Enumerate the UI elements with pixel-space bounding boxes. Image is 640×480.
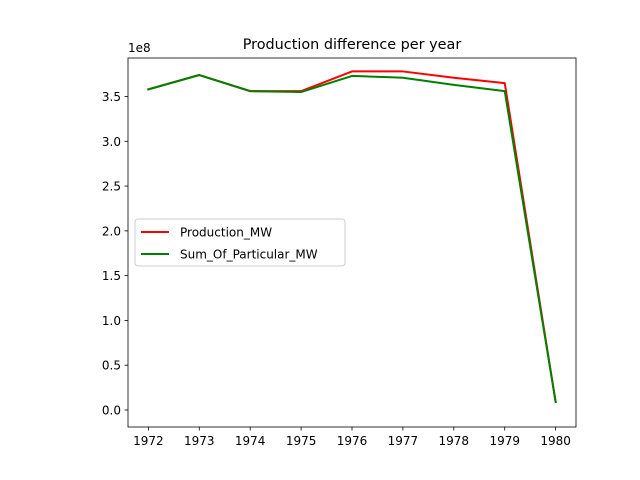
series-layer — [147, 70, 557, 404]
y-tick-label: 1.5 — [102, 269, 121, 283]
legend: Production_MW Sum_Of_Particular_MW — [134, 218, 346, 267]
y-tick-label: 1.0 — [102, 314, 121, 328]
y-tick-label: 0.0 — [102, 403, 121, 417]
x-tick-label: 1974 — [235, 434, 266, 448]
legend-label: Production_MW — [180, 226, 272, 240]
x-tick-label: 1979 — [489, 434, 520, 448]
x-axis: 1972 1973 1974 1975 1976 1977 1978 1979 1980 — [133, 427, 571, 448]
x-tick-label: 1980 — [540, 434, 571, 448]
y-tick-label: 2.0 — [102, 224, 121, 238]
legend-label: Sum_Of_Particular_MW — [180, 248, 318, 262]
chart-title: Production difference per year — [243, 37, 462, 53]
y-tick-label: 3.0 — [102, 135, 121, 149]
series-line-1 — [147, 74, 557, 404]
x-tick-label: 1977 — [388, 434, 419, 448]
legend-box — [134, 218, 346, 267]
x-tick-label: 1973 — [184, 434, 215, 448]
y-axis: 0.0 0.5 1.0 1.5 2.0 2.5 3.0 3.5 — [102, 90, 128, 417]
y-tick-label: 2.5 — [102, 180, 121, 194]
y-offset-label: 1e8 — [128, 41, 151, 55]
x-tick-label: 1975 — [286, 434, 317, 448]
x-tick-label: 1972 — [133, 434, 164, 448]
x-tick-label: 1978 — [439, 434, 470, 448]
y-tick-label: 3.5 — [102, 90, 121, 104]
y-tick-label: 0.5 — [102, 359, 121, 373]
x-tick-label: 1976 — [337, 434, 368, 448]
